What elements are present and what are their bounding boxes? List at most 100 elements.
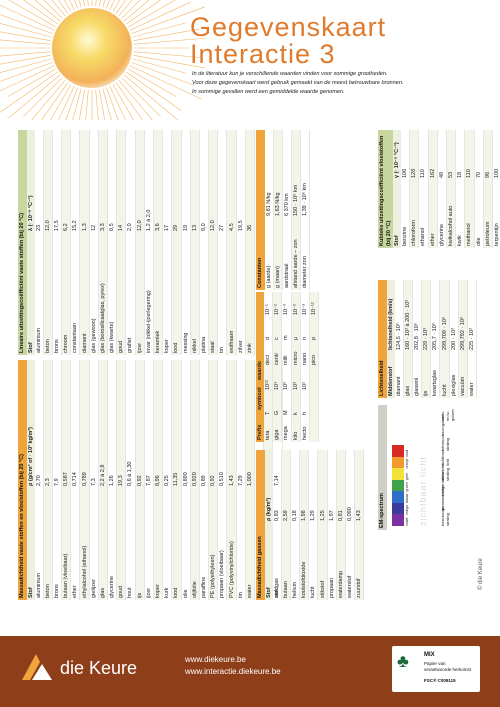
cubic-cell: petroleum	[484, 221, 491, 246]
em-diagram: violet indigo blauw groen geel oranje rood zic…	[392, 408, 492, 526]
sun-ray	[51, 0, 66, 17]
light-col-speed: lichtsnelheid (km/s)	[387, 298, 394, 350]
cubic-cell: glycerine	[438, 223, 445, 246]
sun-ray	[0, 23, 52, 38]
sun-ray	[78, 89, 86, 120]
sun-ray	[133, 37, 205, 45]
cubic-cell: ethanol	[420, 227, 427, 246]
cubic-cell: 53	[448, 171, 455, 178]
cubic-row: benzine 106	[401, 130, 411, 248]
em-band-label: infrarood-straling	[440, 433, 450, 451]
sun-ray	[126, 0, 162, 25]
sun-ray	[23, 77, 63, 117]
fsc-tree-icon: ♣	[397, 651, 409, 671]
sun-ray	[85, 89, 89, 120]
light-cell: glaswol	[413, 377, 420, 396]
sunburst-graphic	[0, 0, 205, 120]
sun-ray	[0, 62, 53, 82]
sun-ray	[115, 0, 126, 14]
sun-ray	[31, 79, 66, 120]
spectrum-band-1	[392, 503, 404, 515]
sun-ray	[118, 79, 153, 120]
sun-ray	[128, 0, 176, 28]
light-row: glas 160 · 10³ à 200 · 10³	[403, 280, 413, 398]
url-interactie[interactable]: www.interactie.diekeure.be	[185, 667, 281, 676]
light-title: Lichtsnelheid	[378, 280, 387, 398]
light-cell: 229 · 10³	[423, 327, 430, 350]
intro-line: In sommige gevallen werd een gemiddelde …	[192, 89, 345, 96]
cubic-cell: 96	[484, 171, 491, 178]
sun-ray	[8, 0, 56, 28]
visible-color-label: violet	[405, 517, 409, 526]
cubic-row: ether 162	[428, 130, 438, 248]
cubic-cell: kwik	[457, 235, 464, 246]
die-keure-logo-icon	[22, 654, 52, 680]
sun-ray	[50, 84, 72, 120]
sun-ray	[131, 6, 205, 34]
light-cell: glas	[404, 385, 411, 396]
sun-ray	[112, 0, 121, 12]
cubic-title: Kubieke uitzettingscoëfficiënt vloeistof…	[378, 130, 393, 248]
sun-ray	[22, 0, 58, 25]
sun-ray	[132, 58, 186, 74]
visible-color-label: groen	[405, 482, 409, 492]
light-cell: 225 · 10³	[469, 327, 476, 350]
cubic-row: ethanol 110	[419, 130, 429, 248]
light-header: Middenstof lichtsnelheid (km/s)	[386, 280, 395, 398]
copyright-text: © die Keure	[478, 558, 484, 590]
light-cell: 124,5 · 10³	[395, 323, 402, 350]
sun-ray	[0, 54, 51, 65]
light-cell: 299,792 · 10³	[459, 317, 466, 350]
sun-ray	[133, 54, 205, 69]
sun-ray	[34, 0, 61, 22]
footer: die Keure www.diekeure.be www.interactie…	[0, 636, 500, 707]
em-band-label: zichtbaar licht	[440, 449, 450, 466]
page-title: Gegevenskaart Interactie 3	[190, 14, 490, 68]
cubic-header: Stof γ (· 10⁻⁵ °C⁻¹)	[393, 130, 401, 248]
sun-ray	[0, 65, 55, 92]
light-cell: ijs	[423, 390, 430, 396]
url-diekeure[interactable]: www.diekeure.be	[185, 655, 246, 664]
spectrum-band-2	[392, 491, 404, 503]
sun-ray	[132, 22, 186, 38]
sun-ray	[95, 89, 99, 120]
spectrum-band-0	[392, 514, 404, 526]
visible-color-label: geel	[405, 473, 409, 480]
footer-urls: www.diekeure.be www.interactie.diekeure.…	[185, 654, 281, 678]
cubic-cell: 100	[493, 168, 500, 178]
light-row: diamant 124,5 · 10³	[394, 280, 404, 398]
cubic-rows: benzine 106 chloroform 128 ethanol 110 ether 16…	[401, 130, 500, 248]
light-table: Lichtsnelheid Middenstof lichtsnelheid (…	[378, 280, 478, 398]
cubic-table: Kubieke uitzettingscoëfficiënt vloeistof…	[378, 130, 500, 248]
em-band-label: kosmische straling	[440, 507, 450, 526]
light-row: ijs 229 · 10³	[422, 280, 432, 398]
sun-ray	[0, 51, 51, 57]
fsc-line2: Papier van	[424, 661, 446, 666]
cubic-cell: 106	[402, 168, 409, 178]
sun-ray	[106, 87, 119, 120]
em-band-label: microgolven	[440, 414, 445, 436]
spectrum-band-3	[392, 480, 404, 492]
light-cell: 299,709 · 10³	[441, 317, 448, 350]
sun-ray	[123, 74, 179, 120]
cubic-row: petroleum 96	[483, 130, 493, 248]
sun-ray	[118, 0, 133, 17]
intro-line: Voor deze gegevenskaart werd gebruik gem…	[192, 80, 404, 87]
light-cell: plexiglas	[450, 374, 457, 396]
light-row: lucht 299,709 · 10³	[440, 280, 450, 398]
em-band-label: röntgenstralen	[440, 470, 445, 496]
cubic-cell: kwikalcohol auto	[448, 205, 455, 246]
visible-light-watermark: zichtbaar licht	[418, 455, 428, 526]
light-cell: kwartsglas	[432, 370, 439, 396]
cubic-cell: 110	[466, 169, 473, 178]
sun-ray	[0, 4, 55, 31]
light-row: plexiglas 200 · 10³	[449, 280, 459, 398]
brand-name: die Keure	[60, 658, 138, 678]
title-line-1: Gegevenskaart	[190, 12, 387, 42]
cubic-row: glycerine 49	[437, 130, 447, 248]
sun-ray	[0, 14, 53, 34]
cubic-row: kwik 18	[456, 130, 466, 248]
fsc-label: ♣ MIX Papier van verantwoorde herkomst F…	[392, 646, 480, 692]
visible-spectrum-bar	[392, 444, 404, 526]
